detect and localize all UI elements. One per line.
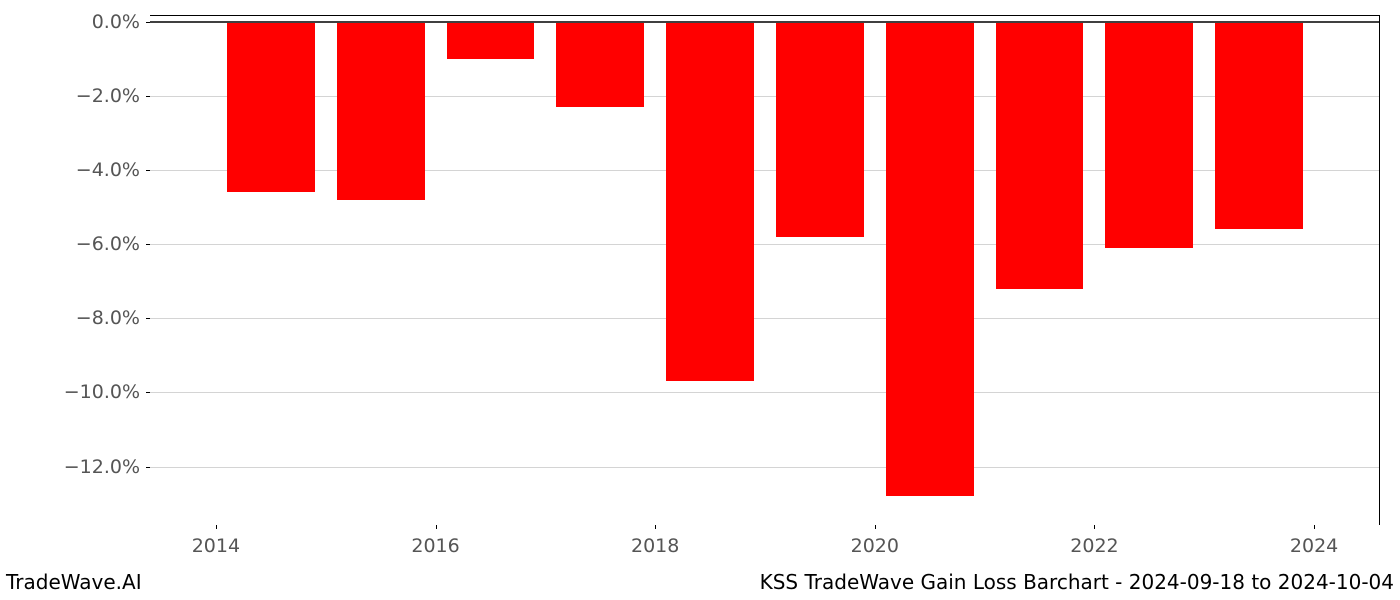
bar-2023	[1215, 22, 1303, 230]
bar-2021	[996, 22, 1084, 289]
chart-plot-area: 0.0%−2.0%−4.0%−6.0%−8.0%−10.0%−12.0%2014…	[150, 15, 1380, 525]
gridline	[150, 244, 1379, 245]
gridline	[150, 467, 1379, 468]
gridline	[150, 170, 1379, 171]
x-tick-label: 2018	[631, 525, 679, 557]
y-tick-label: −6.0%	[76, 233, 150, 255]
x-tick-label: 2020	[851, 525, 899, 557]
x-tick-label: 2022	[1070, 525, 1118, 557]
zero-line	[150, 21, 1379, 23]
bar-2022	[1105, 22, 1193, 248]
y-tick-label: −4.0%	[76, 159, 150, 181]
bar-2017	[556, 22, 644, 107]
y-tick-label: −8.0%	[76, 307, 150, 329]
gridline	[150, 96, 1379, 97]
gridline	[150, 392, 1379, 393]
bar-2020	[886, 22, 974, 497]
y-tick-label: −2.0%	[76, 85, 150, 107]
y-tick-label: 0.0%	[92, 11, 150, 33]
footer-left-text: TradeWave.AI	[6, 570, 142, 594]
x-tick-label: 2014	[192, 525, 240, 557]
y-tick-label: −10.0%	[64, 381, 150, 403]
bar-2016	[447, 22, 535, 59]
bar-2018	[666, 22, 754, 382]
y-tick-label: −12.0%	[64, 456, 150, 478]
bar-2019	[776, 22, 864, 237]
footer-right-text: KSS TradeWave Gain Loss Barchart - 2024-…	[760, 570, 1394, 594]
x-tick-label: 2024	[1290, 525, 1338, 557]
bar-2015	[337, 22, 425, 200]
bar-2014	[227, 22, 315, 193]
x-tick-label: 2016	[411, 525, 459, 557]
gridline	[150, 318, 1379, 319]
